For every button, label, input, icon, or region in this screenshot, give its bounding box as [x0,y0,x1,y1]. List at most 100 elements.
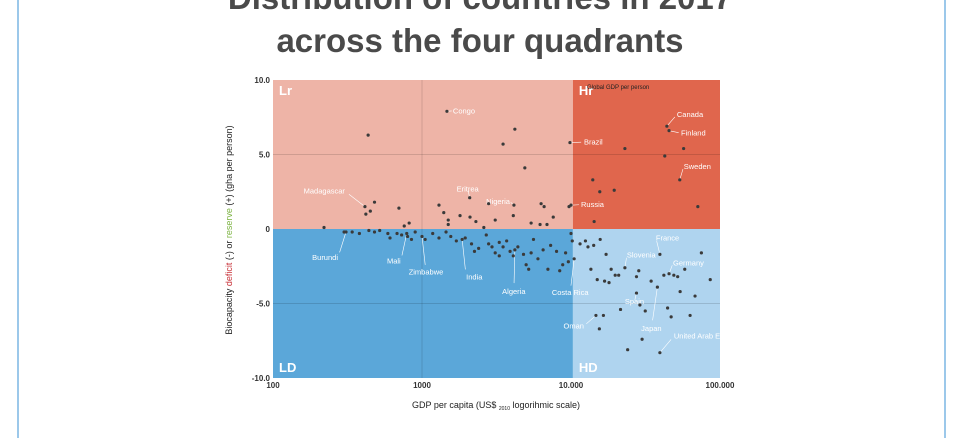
data-point [512,214,515,217]
data-point [487,242,490,245]
data-point [494,251,497,254]
data-point [523,166,526,169]
data-point [388,236,391,239]
data-point [400,233,403,236]
data-point [638,303,641,306]
point-label: Mali [387,256,401,265]
data-point [447,218,450,221]
data-point [474,220,477,223]
point-label: United Arab Emirates [674,332,745,341]
data-point [532,238,535,241]
data-point [322,226,325,229]
data-point [555,250,558,253]
data-point-nigeria [512,204,515,207]
data-point [561,263,564,266]
data-point-germany [667,272,670,275]
data-point-costa-rica [573,257,576,260]
y-tick-label: 5.0 [259,151,271,160]
data-point [644,309,647,312]
data-point [516,245,519,248]
data-point [444,230,447,233]
data-point [513,128,516,131]
quadrant-label-lr: Lr [279,83,292,98]
data-point [431,232,434,235]
point-label: Eritrea [457,185,480,194]
y-tick-label: -5.0 [256,300,270,309]
data-point [619,308,622,311]
data-point-congo [445,110,448,113]
data-point [536,257,539,260]
data-point [569,232,572,235]
data-point [464,236,467,239]
data-point [564,251,567,254]
data-point-united-arab-emirates [658,351,661,354]
data-point-finland [667,129,670,132]
data-point [542,248,545,251]
data-point [473,250,476,253]
data-point [367,134,370,137]
data-point [498,241,501,244]
data-point [598,327,601,330]
data-point [682,147,685,150]
data-point [364,213,367,216]
point-label: Brazil [584,138,603,147]
data-point [626,348,629,351]
data-point [512,254,515,257]
data-point [485,233,488,236]
point-label: France [656,233,679,242]
y-axis-label: Biocapacity deficit (-) or reserve (+) (… [224,125,234,334]
data-point [545,223,548,226]
data-point [578,242,581,245]
data-point-slovenia [623,266,626,269]
point-label: Slovenia [627,251,657,260]
data-point [386,232,389,235]
data-point [395,232,398,235]
data-point [373,201,376,204]
data-point [709,278,712,281]
point-label: Sweden [684,162,711,171]
data-point [552,215,555,218]
data-point [666,306,669,309]
data-point [530,251,533,254]
data-point-france [658,253,661,256]
quadrant-label-ld: LD [279,360,296,375]
data-point [589,268,592,271]
data-point [635,275,638,278]
data-point [679,290,682,293]
data-point [662,274,665,277]
data-point [508,250,511,253]
data-point [424,238,427,241]
data-point [367,229,370,232]
data-point [591,178,594,181]
data-point-eritrea [468,196,471,199]
data-point [369,210,372,213]
data-point [501,142,504,145]
data-point [663,154,666,157]
data-point [501,245,504,248]
data-point [604,253,607,256]
data-point [676,275,679,278]
data-point [408,221,411,224]
data-point [482,226,485,229]
data-point-zimbabwe [420,235,423,238]
data-point [449,235,452,238]
point-label: Congo [453,106,475,115]
data-point [477,247,480,250]
point-label: Finland [681,129,706,138]
data-point [543,205,546,208]
point-label: Burundi [312,253,338,262]
data-point [598,190,601,193]
point-label: Canada [677,110,704,119]
data-point [586,245,589,248]
data-point [522,253,525,256]
data-point [490,245,493,248]
point-label: Costa Rica [552,288,590,297]
data-point [689,314,692,317]
data-point-japan [656,286,659,289]
data-point [546,268,549,271]
x-axis-label: GDP per capita (US$ 2010 logorihmic scal… [412,400,580,412]
data-point [672,274,675,277]
data-point [351,230,354,233]
point-label: India [466,272,483,281]
data-point [637,269,640,272]
